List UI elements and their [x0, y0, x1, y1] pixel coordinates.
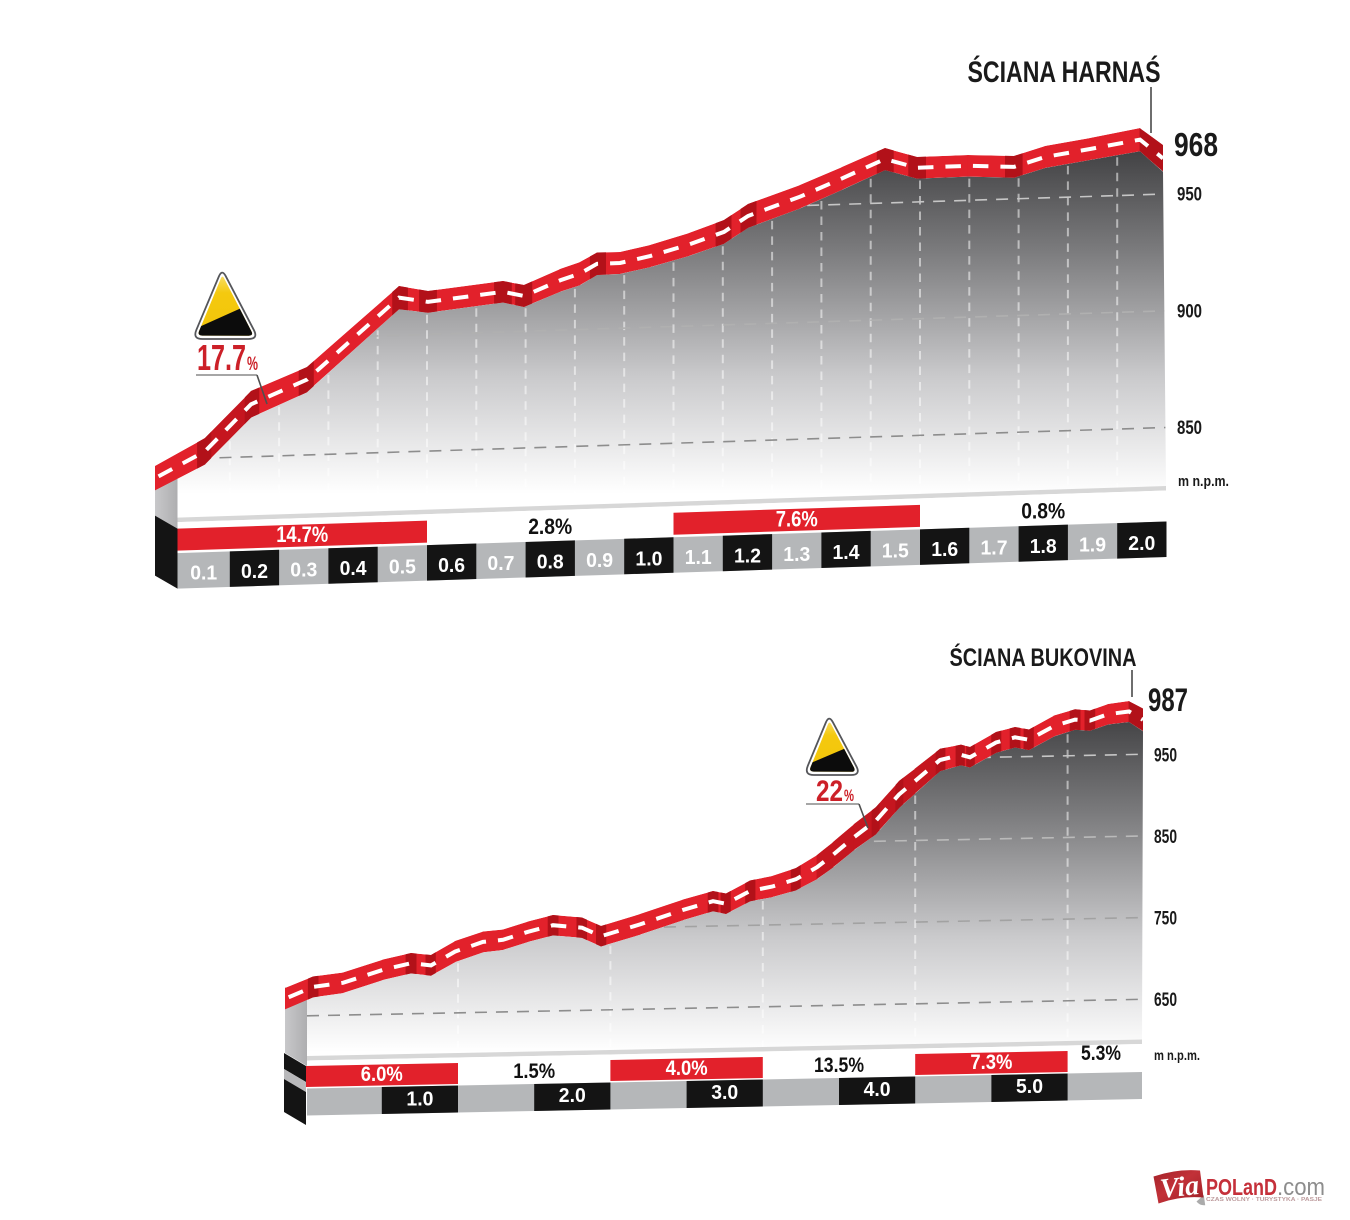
- svg-text:7.3%: 7.3%: [970, 1051, 1012, 1074]
- svg-text:4.0%: 4.0%: [666, 1057, 708, 1080]
- svg-text:750: 750: [1154, 909, 1177, 930]
- svg-text:CZAS WOLNY · TURYSTYKA · P: CZAS WOLNY · TURYSTYKA · PASJE: [1206, 1197, 1322, 1203]
- svg-text:1.7: 1.7: [981, 538, 1008, 560]
- svg-text:m n.p.m.: m n.p.m.: [1178, 473, 1229, 490]
- svg-text:850: 850: [1154, 827, 1177, 848]
- svg-text:ŚCIANA HARNAŚ: ŚCIANA HARNAŚ: [968, 55, 1161, 89]
- svg-text:m n.p.m.: m n.p.m.: [1154, 1047, 1200, 1063]
- svg-text:1.9: 1.9: [1079, 534, 1106, 556]
- svg-text:Via: Via: [1158, 1170, 1200, 1205]
- svg-text:1.1: 1.1: [685, 547, 712, 569]
- svg-text:1.5: 1.5: [882, 541, 909, 563]
- svg-text:3.0: 3.0: [711, 1082, 738, 1104]
- svg-text:1.3: 1.3: [783, 544, 810, 566]
- svg-text:1.6: 1.6: [931, 539, 958, 561]
- svg-text:.com: .com: [1277, 1174, 1325, 1201]
- svg-text:968: 968: [1174, 126, 1218, 163]
- svg-text:22: 22: [816, 775, 843, 808]
- svg-text:4.0: 4.0: [864, 1079, 891, 1101]
- svg-text:2.0: 2.0: [559, 1085, 586, 1107]
- svg-text:5.3%: 5.3%: [1081, 1042, 1121, 1065]
- svg-text:0.6: 0.6: [438, 555, 465, 577]
- svg-text:1.0: 1.0: [406, 1088, 433, 1110]
- svg-text:0.5: 0.5: [389, 556, 416, 578]
- svg-text:1.5%: 1.5%: [513, 1060, 555, 1083]
- svg-text:987: 987: [1148, 682, 1188, 718]
- svg-text:13.5%: 13.5%: [814, 1054, 864, 1077]
- svg-text:ŚCIANA BUKOVINA: ŚCIANA BUKOVINA: [950, 642, 1137, 672]
- svg-text:5.0: 5.0: [1016, 1076, 1043, 1098]
- svg-text:950: 950: [1154, 746, 1177, 767]
- svg-text:1.8: 1.8: [1030, 536, 1057, 558]
- svg-text:POLanD: POLanD: [1206, 1174, 1277, 1200]
- svg-text:2.8%: 2.8%: [528, 514, 572, 539]
- svg-text:17.7: 17.7: [197, 337, 246, 378]
- svg-text:0.7: 0.7: [487, 553, 514, 575]
- svg-text:0.2: 0.2: [241, 561, 268, 583]
- svg-text:7.6%: 7.6%: [776, 506, 818, 531]
- svg-text:0.3: 0.3: [290, 560, 317, 582]
- svg-text:0.1: 0.1: [190, 563, 217, 585]
- svg-text:0.4: 0.4: [340, 558, 368, 580]
- svg-text:950: 950: [1177, 185, 1202, 206]
- svg-text:1.0: 1.0: [635, 549, 662, 571]
- svg-text:900: 900: [1177, 301, 1202, 322]
- svg-text:6.0%: 6.0%: [361, 1063, 403, 1086]
- svg-text:2.0: 2.0: [1128, 533, 1155, 555]
- svg-text:0.8: 0.8: [537, 552, 564, 574]
- svg-text:%: %: [247, 354, 258, 375]
- svg-text:0.8%: 0.8%: [1021, 498, 1065, 523]
- svg-text:1.4: 1.4: [833, 542, 861, 564]
- svg-text:650: 650: [1154, 990, 1177, 1011]
- svg-text:850: 850: [1177, 418, 1202, 439]
- svg-text:14.7%: 14.7%: [276, 522, 328, 547]
- svg-text:0.9: 0.9: [586, 550, 613, 572]
- svg-text:1.2: 1.2: [734, 545, 761, 567]
- svg-text:%: %: [844, 786, 854, 805]
